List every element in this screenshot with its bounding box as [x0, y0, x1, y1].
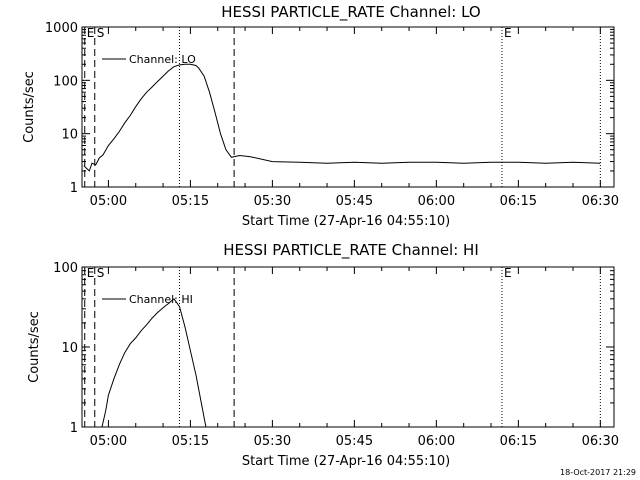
- series-line: [83, 63, 601, 172]
- legend-label: Channel: LO: [129, 53, 196, 66]
- y-tick-label: 1: [70, 181, 78, 196]
- x-tick-label: 06:15: [500, 194, 537, 209]
- y-tick-label: 1000: [45, 21, 78, 36]
- y-tick-label: 100: [53, 74, 78, 89]
- x-tick-label: 06:30: [582, 194, 619, 209]
- event-marker-label: S: [97, 266, 105, 280]
- plot-frame: [81, 266, 615, 428]
- panel-channel-hi: HESSI PARTICLE_RATE Channel: HI Counts/s…: [27, 241, 619, 469]
- x-tick-label: 05:00: [90, 434, 127, 449]
- x-tick-label: 05:30: [254, 194, 291, 209]
- event-marker-label: E: [87, 26, 95, 40]
- x-tick-label: 06:15: [500, 434, 537, 449]
- plot-frame: [81, 26, 615, 188]
- x-tick-label: 05:30: [254, 434, 291, 449]
- x-axis-label: Start Time (27-Apr-16 04:55:10): [242, 214, 450, 229]
- x-tick-label: 05:15: [172, 194, 209, 209]
- y-axis-label: Counts/sec: [27, 311, 42, 383]
- chart-title: HESSI PARTICLE_RATE Channel: HI: [223, 241, 479, 260]
- x-tick-label: 06:00: [418, 194, 455, 209]
- y-axis-label: Counts/sec: [22, 71, 37, 143]
- x-tick-label: 06:00: [418, 434, 455, 449]
- x-axis-label: Start Time (27-Apr-16 04:55:10): [242, 454, 450, 469]
- x-tick-label: 05:45: [336, 434, 373, 449]
- panel-channel-lo: HESSI PARTICLE_RATE Channel: LO Counts/s…: [22, 3, 619, 229]
- y-tick-label: 1: [70, 421, 78, 436]
- y-tick-label: 10: [61, 341, 78, 356]
- series-line: [101, 298, 207, 427]
- x-tick-label: 05:00: [90, 194, 127, 209]
- y-tick-label: 100: [53, 261, 78, 276]
- x-tick-label: 05:15: [172, 434, 209, 449]
- legend-label: Channel: HI: [129, 293, 193, 306]
- x-tick-label: 05:45: [336, 194, 373, 209]
- generation-timestamp: 18-Oct-2017 21:29: [560, 468, 636, 477]
- chart-title: HESSI PARTICLE_RATE Channel: LO: [221, 3, 480, 22]
- event-marker-label: E: [87, 266, 95, 280]
- x-tick-label: 06:30: [582, 434, 619, 449]
- event-marker-label: S: [97, 26, 105, 40]
- event-marker-label: E: [504, 26, 512, 40]
- y-tick-label: 10: [61, 128, 78, 143]
- event-marker-label: E: [504, 266, 512, 280]
